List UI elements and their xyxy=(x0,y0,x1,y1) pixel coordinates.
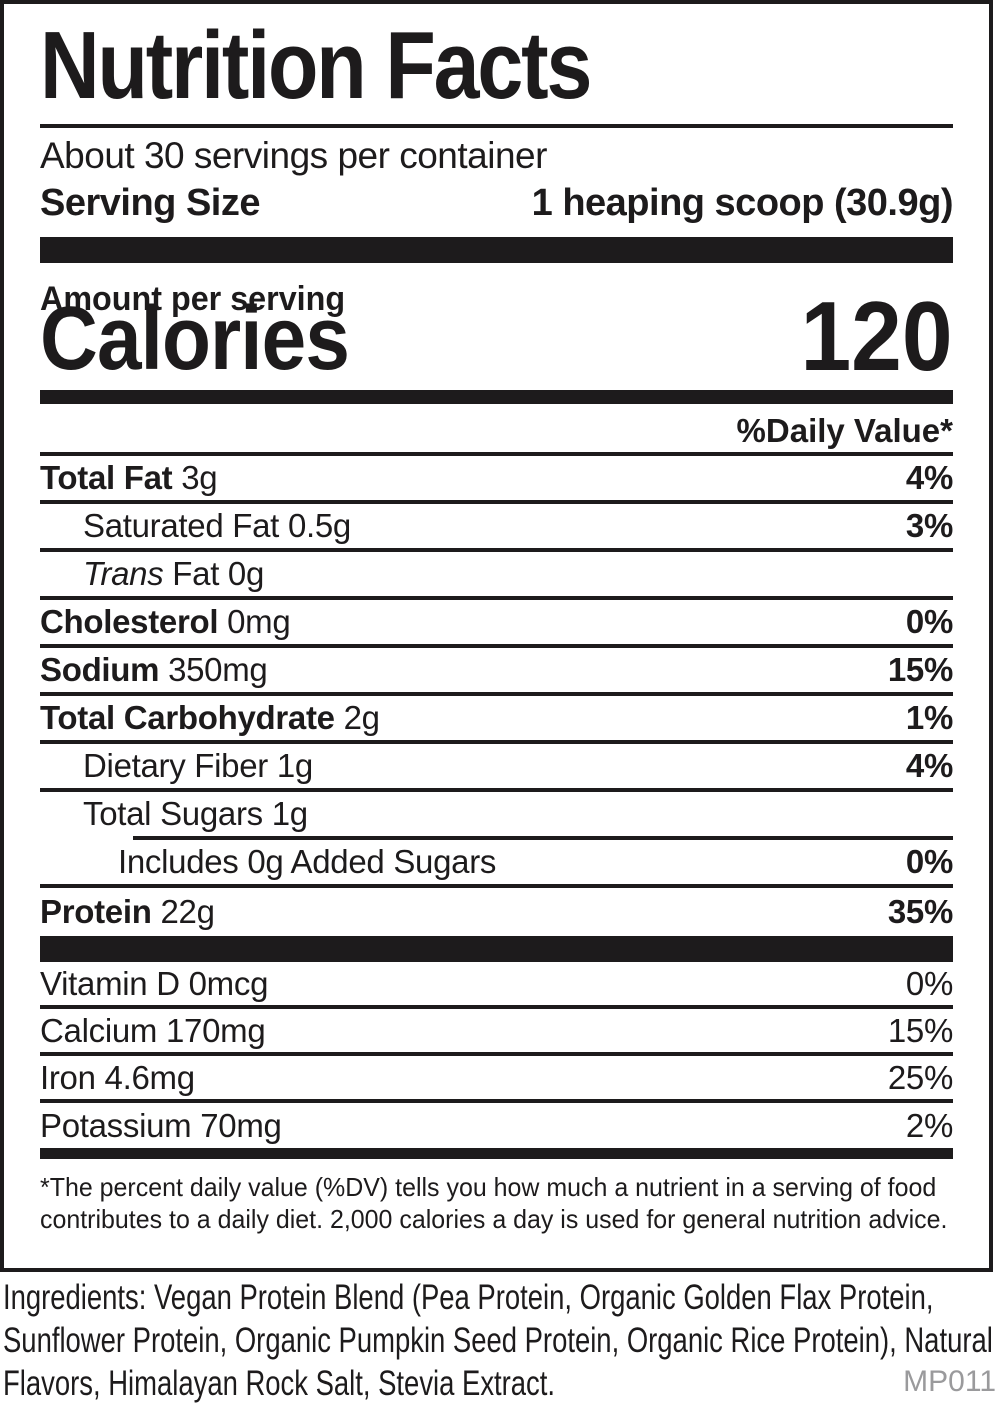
vitamin-dv: 15% xyxy=(887,1011,953,1049)
nutrient-dv: 35% xyxy=(887,893,953,931)
nutrient-row-total-fat: Total Fat 3g 4% xyxy=(40,456,953,504)
vitamin-row-vitamin-d: Vitamin D 0mcg 0% xyxy=(40,962,953,1009)
calories-value: 120 xyxy=(800,280,953,391)
serving-size-label: Serving Size xyxy=(40,182,260,224)
vitamin-dv: 0% xyxy=(905,964,953,1002)
nutrient-dv: 0% xyxy=(905,603,953,641)
panel-title-wrap: Nutrition Facts xyxy=(40,4,953,114)
nutrient-text: Total Fat 3g xyxy=(40,459,218,497)
serving-size-value: 1 heaping scoop (30.9g) xyxy=(531,182,954,224)
vitamin-text: Calcium 170mg xyxy=(40,1011,266,1049)
nutrient-row-sodium: Sodium 350mg 15% xyxy=(40,648,953,696)
vitamin-dv: 25% xyxy=(887,1058,953,1096)
vitamin-row-calcium: Calcium 170mg 15% xyxy=(40,1009,953,1056)
nutrient-row-saturated-fat: Saturated Fat 0.5g 3% xyxy=(40,504,953,552)
nutrient-row-protein: Protein 22g 35% xyxy=(40,888,953,936)
daily-value-footnote: *The percent daily value (%DV) tells you… xyxy=(40,1171,948,1234)
nutrient-row-added-sugars: Includes 0g Added Sugars 0% xyxy=(40,840,953,888)
nutrient-text: Cholesterol 0mg xyxy=(40,603,291,641)
nutrient-dv: 4% xyxy=(905,459,953,497)
nutrient-dv: 3% xyxy=(905,507,953,545)
nutrient-row-cholesterol: Cholesterol 0mg 0% xyxy=(40,600,953,648)
nutrient-dv: 0% xyxy=(905,843,953,881)
vitamin-row-iron: Iron 4.6mg 25% xyxy=(40,1056,953,1103)
header-divider xyxy=(40,451,953,456)
nutrient-dv: 15% xyxy=(887,651,953,689)
vitamin-row-potassium: Potassium 70mg 2% xyxy=(40,1103,953,1148)
panel-title: Nutrition Facts xyxy=(40,12,592,119)
nutrient-row-total-carbohydrate: Total Carbohydrate 2g 1% xyxy=(40,696,953,744)
nutrient-text: Includes 0g Added Sugars xyxy=(118,843,497,881)
nutrient-text: Protein 22g xyxy=(40,893,215,931)
medium-divider-bar xyxy=(40,1147,953,1159)
nutrient-text: Sodium 350mg xyxy=(40,651,268,689)
nutrient-text: Dietary Fiber 1g xyxy=(83,747,313,785)
vitamin-text: Iron 4.6mg xyxy=(40,1058,195,1096)
thick-divider-bar xyxy=(40,935,953,962)
title-divider xyxy=(40,124,953,128)
nutrient-text: Saturated Fat 0.5g xyxy=(83,507,351,545)
serving-size-row: Serving Size 1 heaping scoop (30.9g) xyxy=(40,182,954,224)
nutrient-text: Trans Fat 0g xyxy=(83,555,265,593)
amount-per-serving: Amount per serving xyxy=(40,279,346,318)
vitamin-dv: 2% xyxy=(905,1106,953,1144)
nutrient-dv: 4% xyxy=(905,747,953,785)
vitamin-text: Potassium 70mg xyxy=(40,1106,282,1144)
thick-divider-bar xyxy=(40,236,953,263)
indented-divider xyxy=(133,835,953,840)
vitamin-text: Vitamin D 0mcg xyxy=(40,964,269,1002)
product-code: MP011 xyxy=(903,1365,996,1398)
medium-divider-bar xyxy=(40,389,953,404)
nutrient-row-dietary-fiber: Dietary Fiber 1g 4% xyxy=(40,744,953,792)
daily-value-header: %Daily Value* xyxy=(736,411,953,449)
nutrient-row-total-sugars: Total Sugars 1g xyxy=(40,792,953,836)
nutrient-text: Total Carbohydrate 2g xyxy=(40,699,380,737)
nutrition-facts-panel: Nutrition Facts About 30 servings per co… xyxy=(0,0,993,1272)
nutrient-dv: 1% xyxy=(905,699,953,737)
calories-label: Calories xyxy=(40,288,350,389)
nutrient-text: Total Sugars 1g xyxy=(83,795,308,833)
servings-per-container: About 30 servings per container xyxy=(40,135,547,176)
nutrient-row-trans-fat: Trans Fat 0g xyxy=(40,552,953,600)
calories-row: Calories 120 xyxy=(40,287,953,400)
ingredients-list: Ingredients: Vegan Protein Blend (Pea Pr… xyxy=(3,1278,993,1403)
